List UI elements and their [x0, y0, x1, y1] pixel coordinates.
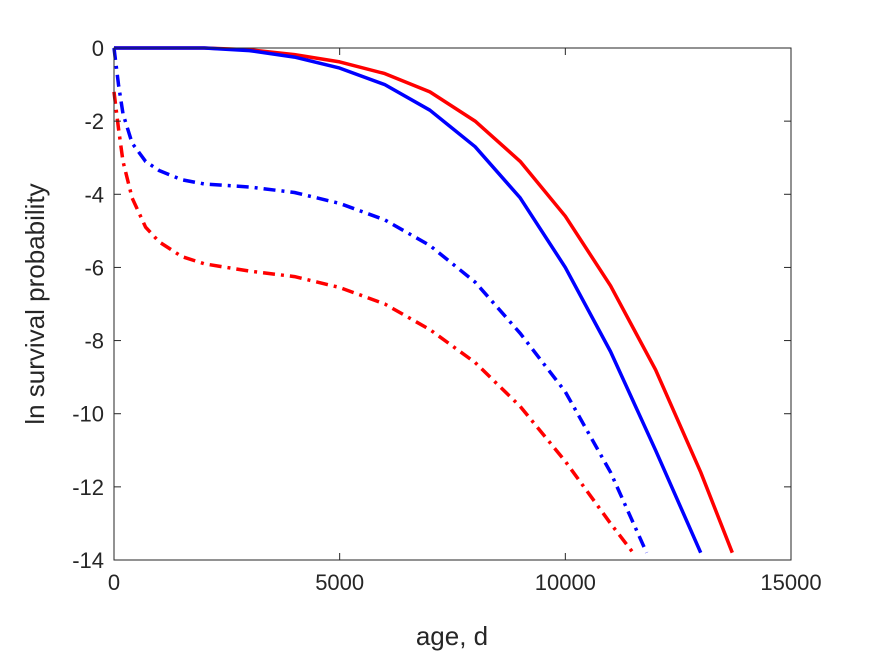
plot-frame: [113, 47, 792, 561]
tick-layer: 0 5000 10000 15000 0 -2 -4 -6 -8 -10 -12 -14: [72, 36, 821, 595]
x-tick-label: 5000: [315, 570, 364, 595]
x-tick-label: 10000: [535, 570, 596, 595]
y-tick-label: -10: [72, 402, 104, 427]
series-line-4: [112, 91, 635, 554]
y-tick-label: 0: [92, 36, 104, 61]
x-axis-title: age, d: [416, 621, 488, 651]
x-tick-label: 0: [108, 570, 120, 595]
y-tick-label: -4: [84, 182, 104, 207]
y-tick-label: -14: [72, 548, 104, 573]
plot-background: [114, 48, 791, 560]
y-tick-label: -2: [84, 109, 104, 134]
series-line-3: [112, 47, 649, 554]
y-tick-label: -6: [84, 255, 104, 280]
x-tick-label: 15000: [760, 570, 821, 595]
y-axis-title: ln survival probability: [20, 183, 50, 424]
y-tick-label: -8: [84, 329, 104, 354]
y-tick-label: -12: [72, 475, 104, 500]
